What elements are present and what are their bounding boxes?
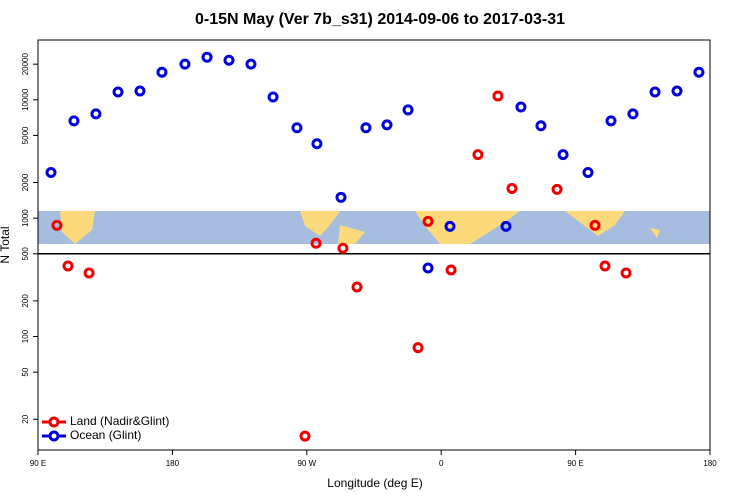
point [472, 149, 484, 161]
point [201, 51, 213, 63]
point [381, 119, 393, 131]
point [599, 260, 611, 272]
point [299, 430, 311, 442]
point [551, 183, 563, 195]
legend-marker [48, 430, 60, 442]
y-tick-label: 500 [21, 247, 30, 261]
point [223, 54, 235, 66]
point [90, 108, 102, 120]
point [605, 115, 617, 127]
x-tick-label: 0 [439, 459, 444, 468]
point [112, 86, 124, 98]
point [156, 66, 168, 78]
point [671, 85, 683, 97]
point [351, 281, 363, 293]
y-tick-label: 2000 [21, 173, 30, 191]
y-tick-label: 10000 [21, 88, 30, 111]
point [492, 90, 504, 102]
y-tick-label: 5000 [21, 126, 30, 144]
point [337, 242, 349, 254]
point [45, 167, 57, 179]
point [422, 215, 434, 227]
map-band [38, 211, 710, 244]
point [51, 219, 63, 231]
y-tick-label: 200 [21, 294, 30, 308]
point [422, 262, 434, 274]
point [649, 86, 661, 98]
point [535, 120, 547, 132]
x-tick-label: 180 [703, 459, 717, 468]
point [402, 104, 414, 116]
point [83, 267, 95, 279]
point [62, 260, 74, 272]
x-tick-label: 90 E [30, 459, 46, 468]
y-axis-label: N Total [0, 226, 12, 263]
point [627, 108, 639, 120]
point [245, 58, 257, 70]
point [693, 66, 705, 78]
point [557, 149, 569, 161]
y-tick-label: 1000 [21, 209, 30, 227]
legend-marker [48, 416, 60, 428]
y-tick-label: 50 [21, 367, 30, 376]
point [445, 264, 457, 276]
point [267, 91, 279, 103]
y-tick-label: 20000 [21, 52, 30, 75]
point [500, 220, 512, 232]
chart-title: 0-15N May (Ver 7b_s31) 2014-09-06 to 201… [195, 11, 565, 28]
y-tick-label: 20 [21, 414, 30, 423]
point [444, 220, 456, 232]
point [506, 183, 518, 195]
x-tick-label: 90 E [567, 459, 583, 468]
point [311, 138, 323, 150]
x-axis-label: Longitude (deg E) [327, 476, 422, 490]
point [134, 85, 146, 97]
point [179, 58, 191, 70]
point [582, 167, 594, 179]
point [291, 122, 303, 134]
point [360, 122, 372, 134]
point [589, 219, 601, 231]
plot-frame [37, 39, 711, 451]
y-tick-label: 100 [21, 329, 30, 343]
legend-label: Ocean (Glint) [70, 428, 141, 442]
x-tick-label: 180 [166, 459, 180, 468]
point [310, 237, 322, 249]
point [620, 267, 632, 279]
point [335, 191, 347, 203]
point [515, 101, 527, 113]
x-tick-label: 90 W [297, 459, 316, 468]
point [68, 115, 80, 127]
point [412, 342, 424, 354]
legend-label: Land (Nadir&Glint) [70, 414, 169, 428]
